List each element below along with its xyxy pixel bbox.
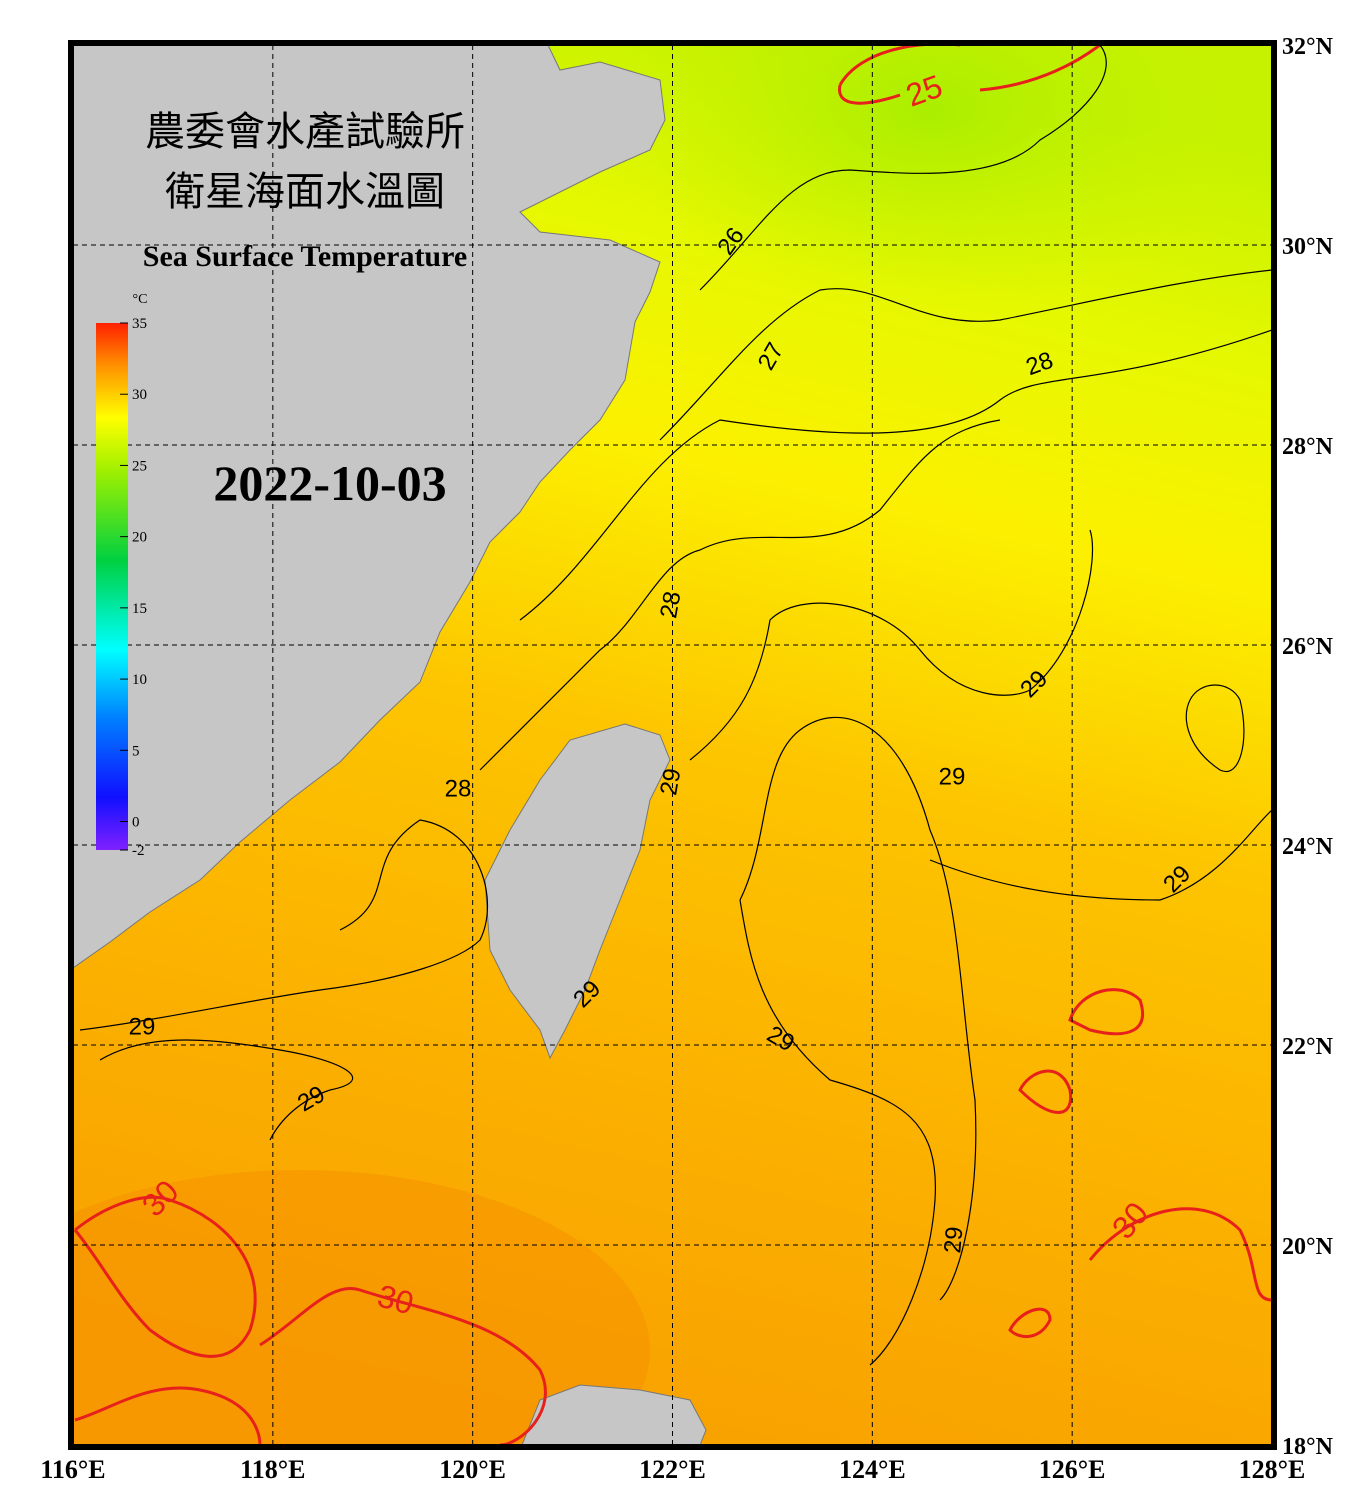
colorbar xyxy=(96,323,128,850)
cold-water xyxy=(600,45,1260,310)
colorbar-unit: °C xyxy=(133,292,148,307)
contour-label: 29 xyxy=(939,1225,968,1254)
contour-label: 29 xyxy=(129,1013,156,1040)
map-area xyxy=(73,45,1272,1445)
contour-label: 28 xyxy=(445,775,472,802)
contour-lines xyxy=(73,45,1272,1445)
graticule xyxy=(73,45,1272,1445)
lon-label: 120°E xyxy=(439,1455,506,1484)
colorbar-tick-label: 10 xyxy=(132,672,147,688)
lon-label: 122°E xyxy=(639,1455,706,1484)
contour-label: 29 xyxy=(655,766,686,797)
lon-label: 116°E xyxy=(40,1455,105,1484)
lat-label: 18°N xyxy=(1282,1434,1334,1460)
lat-label: 30°N xyxy=(1282,234,1334,260)
labels: 116°E 118°E 120°E 122°E 124°E 126°E 128°E 32°N 3… xyxy=(40,34,1333,1484)
luzon xyxy=(521,1384,707,1445)
date: 2022-10-03 xyxy=(213,455,446,511)
title-en: Sea Surface Temperature xyxy=(143,240,467,273)
colorbar-tick-label: 0 xyxy=(132,815,140,831)
china-coast xyxy=(73,45,666,969)
colorbar-tick-label: -2 xyxy=(132,843,145,859)
map-frame xyxy=(68,40,1277,1450)
lon-label: 126°E xyxy=(1039,1455,1106,1484)
lon-label: 128°E xyxy=(1239,1455,1306,1484)
lon-label: 124°E xyxy=(839,1455,906,1484)
title-zh: 農委會水產試驗所 xyxy=(145,109,465,154)
lat-label: 32°N xyxy=(1282,34,1334,60)
colorbar-tick-label: 30 xyxy=(132,387,147,403)
warm-water xyxy=(73,1170,650,1445)
contour-label: 28 xyxy=(655,589,686,620)
colorbar-tick-label: 5 xyxy=(132,743,140,759)
colorbar-tick-label: 15 xyxy=(132,601,147,617)
lon-label: 118°E xyxy=(240,1455,305,1484)
lat-label: 22°N xyxy=(1282,1034,1334,1060)
title-zh: 衛星海面水溫圖 xyxy=(165,169,445,214)
lat-label: 24°N xyxy=(1282,834,1334,860)
colorbar-tick-label: 35 xyxy=(132,316,147,332)
taiwan xyxy=(484,723,671,1060)
contour-label: 29 xyxy=(939,763,966,790)
lat-label: 28°N xyxy=(1282,434,1334,460)
lat-label: 26°N xyxy=(1282,634,1334,660)
lat-label: 20°N xyxy=(1282,1234,1334,1260)
colorbar-tick-label: 20 xyxy=(132,530,147,546)
colorbar-tick-label: 25 xyxy=(132,458,147,474)
